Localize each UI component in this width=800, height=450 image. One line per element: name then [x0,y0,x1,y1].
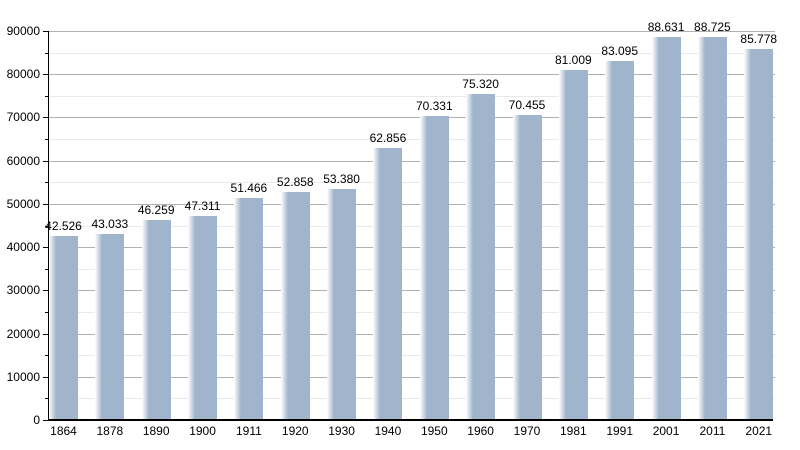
bar-value-label: 42.526 [45,219,82,234]
bar-value-label: 53.380 [323,172,360,187]
gridline-minor [49,355,775,357]
y-axis-line [48,31,49,420]
bar-value-label: 52.858 [276,174,314,189]
y-minor-tick-mark [45,398,49,400]
gridline-minor [49,52,775,54]
y-tick-label: 0 [33,413,40,427]
gridline-minor [49,182,775,184]
bar-1970 [512,115,542,420]
x-tick-label: 1864 [50,424,77,438]
y-major-tick-mark [43,376,49,378]
bar-1864 [49,236,78,420]
bar-1981 [558,69,588,420]
x-tick-label: 1981 [559,424,587,438]
bar-1911 [234,197,264,420]
bar-value-label: 88.725 [694,19,731,34]
gridline-major [49,247,775,249]
bar-value-label: 43.033 [91,217,129,231]
y-minor-tick-mark [45,225,49,227]
bar-1930 [327,189,357,420]
x-tick-label: 2011 [699,424,726,438]
y-major-tick-mark [43,247,49,249]
x-tick-label: 1890 [142,424,170,438]
gridline-major [49,74,775,76]
gridline-major [49,160,775,162]
y-tick-label: 10000 [6,369,40,384]
gridline-major [49,376,775,378]
bar-2001 [651,36,681,420]
y-tick-label: 50000 [6,196,40,211]
gridline-minor [49,225,775,227]
gridline-minor [49,268,775,270]
y-minor-tick-mark [45,95,49,97]
bar-1900 [188,215,218,420]
bar-1878 [95,234,125,420]
y-major-tick-mark [43,420,49,421]
bar-value-label: 46.259 [137,203,175,218]
bar-value-label: 47.311 [184,198,221,213]
x-tick-label: 1900 [189,424,216,438]
bar-2021 [744,49,774,420]
x-axis-line [48,419,774,421]
y-major-tick-mark [43,31,49,32]
y-tick-label: 20000 [6,326,40,341]
x-tick-label: 1950 [420,424,448,438]
bar-1890 [141,220,171,420]
y-major-tick-mark [43,203,49,205]
x-tick-label: 1940 [374,424,402,438]
gridline-minor [49,95,775,97]
bar-1950 [419,116,449,420]
y-major-tick-mark [43,117,49,119]
y-minor-tick-mark [45,311,49,313]
y-tick-label: 60000 [6,153,40,168]
bar-value-label: 85.778 [740,32,778,47]
y-major-tick-mark [43,74,49,76]
bar-value-label: 83.095 [601,43,639,58]
x-tick-label: 2001 [652,424,680,438]
y-major-tick-mark [43,333,49,335]
x-tick-label: 1878 [96,424,124,438]
bar-2011 [697,36,727,420]
gridline-minor [49,311,775,313]
bar-value-label: 88.631 [647,19,685,34]
y-tick-label: 30000 [6,283,40,298]
y-minor-tick-mark [45,139,49,141]
bar-value-label: 81.009 [554,52,592,67]
bar-value-label: 62.856 [369,131,407,146]
y-minor-tick-mark [45,355,49,357]
y-tick-label: 80000 [6,67,40,82]
gridline-major [49,203,775,205]
gridline-major [49,290,775,292]
bar-value-label: 75.320 [462,77,499,92]
bar-1960 [466,94,496,420]
x-tick-label: 1991 [606,424,634,438]
y-minor-tick-mark [45,182,49,184]
x-tick-label: 1930 [328,424,355,438]
x-tick-label: 1920 [281,424,309,438]
y-minor-tick-mark [45,268,49,270]
bar-1940 [373,148,403,420]
y-tick-label: 90000 [6,24,40,38]
bar-value-label: 70.455 [508,98,546,113]
gridline-minor [49,139,775,141]
gridline-major [49,31,775,32]
y-tick-label: 70000 [6,110,40,125]
gridline-major [49,333,775,335]
gridline-minor [49,398,775,400]
x-tick-label: 1960 [467,424,494,438]
bar-value-label: 51.466 [230,180,268,195]
x-tick-label: 1970 [513,424,541,438]
gridline-major [49,117,775,119]
x-tick-label: 1911 [235,424,262,438]
y-major-tick-mark [43,290,49,292]
y-major-tick-mark [43,160,49,162]
bar-1991 [605,60,635,420]
y-tick-label: 40000 [6,240,40,255]
x-tick-label: 2021 [745,424,773,438]
y-minor-tick-mark [45,52,49,54]
bar-value-label: 70.331 [415,99,453,113]
bar-1920 [280,191,310,420]
